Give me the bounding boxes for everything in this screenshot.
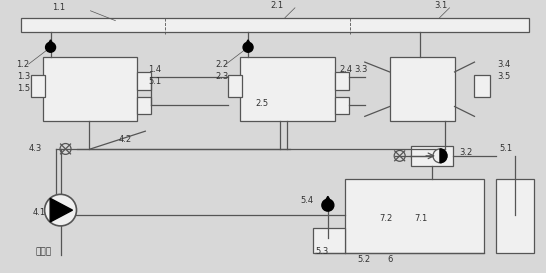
Bar	[474, 75, 490, 97]
Circle shape	[45, 194, 76, 226]
Bar	[345, 179, 484, 253]
Text: 3.5: 3.5	[497, 72, 511, 81]
Text: 2.4: 2.4	[340, 66, 353, 75]
Bar	[411, 146, 453, 166]
Bar	[496, 179, 535, 253]
Polygon shape	[246, 40, 251, 44]
Text: 3.2: 3.2	[460, 149, 473, 158]
Text: 1.3: 1.3	[17, 72, 30, 81]
Text: 5.3: 5.3	[315, 247, 328, 256]
Bar	[335, 97, 349, 114]
Text: 5.1: 5.1	[149, 77, 162, 86]
Polygon shape	[48, 40, 53, 44]
Bar	[138, 97, 151, 114]
Text: 1.4: 1.4	[149, 66, 162, 75]
Circle shape	[322, 199, 334, 211]
Text: 3.3: 3.3	[355, 66, 368, 75]
Text: 4.1: 4.1	[33, 207, 46, 216]
Text: 7.2: 7.2	[379, 213, 393, 222]
Bar	[21, 18, 529, 32]
Text: 4.3: 4.3	[28, 144, 42, 153]
Text: 2.1: 2.1	[270, 1, 283, 10]
Polygon shape	[50, 198, 73, 222]
Bar	[335, 72, 349, 90]
Text: 2.2: 2.2	[215, 60, 228, 69]
Text: 1.5: 1.5	[17, 84, 30, 93]
Text: 5.4: 5.4	[300, 196, 313, 205]
Text: 7.1: 7.1	[414, 213, 428, 222]
Bar	[313, 228, 345, 253]
Text: 1.2: 1.2	[16, 60, 29, 69]
Bar	[240, 57, 335, 121]
Circle shape	[433, 149, 447, 163]
Bar	[138, 72, 151, 90]
Text: 3.1: 3.1	[435, 1, 448, 10]
Bar	[31, 75, 45, 97]
Text: 1.1: 1.1	[52, 3, 66, 12]
Text: 2.5: 2.5	[255, 99, 268, 108]
Text: 3.4: 3.4	[497, 60, 511, 69]
Text: 2.3: 2.3	[215, 72, 228, 81]
Text: 6: 6	[388, 255, 393, 264]
Circle shape	[243, 42, 253, 52]
Text: 4.2: 4.2	[118, 135, 132, 144]
Text: 5.1: 5.1	[500, 144, 513, 153]
Bar	[228, 75, 242, 97]
Wedge shape	[440, 149, 447, 163]
Bar	[43, 57, 138, 121]
Circle shape	[45, 42, 56, 52]
Bar	[390, 57, 454, 121]
Polygon shape	[325, 196, 331, 202]
Text: 5.2: 5.2	[358, 255, 371, 264]
Text: 外补水: 外补水	[35, 247, 52, 256]
